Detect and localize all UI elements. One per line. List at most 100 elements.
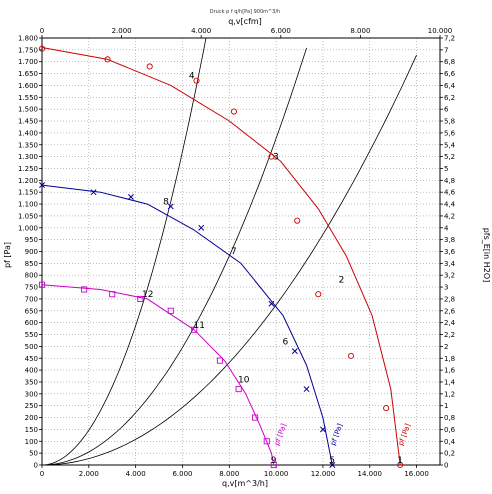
y2-tick-label: 7,2	[444, 35, 455, 43]
x2-tick-label: 2.000	[112, 27, 132, 35]
data-point-stroke	[39, 182, 45, 189]
data-point	[191, 326, 198, 333]
y-axis-label: pf [Pa]	[3, 242, 12, 268]
y2-tick-label: 0,4	[444, 438, 456, 446]
y-tick-label: 300	[25, 390, 38, 398]
data-point	[347, 352, 355, 359]
data-point-stroke	[329, 462, 336, 468]
data-point	[167, 307, 174, 314]
y-tick-label: 1.000	[18, 224, 38, 232]
axes: 0 2.000 4.000 6.000 8.000 10.000 12.000 14.000 1…	[18, 27, 456, 478]
y-tick-label: 1.650	[18, 70, 38, 78]
y-tick-label: 50	[29, 450, 38, 458]
y-tick-label: 1.800	[18, 35, 38, 43]
y2-tick-label: 4	[444, 224, 449, 232]
y2-tick-label: 3	[444, 284, 448, 292]
operating-point-label: 11	[194, 321, 205, 331]
data-point-stroke	[268, 300, 275, 307]
data-point	[268, 300, 275, 307]
data-point-stroke	[319, 426, 326, 433]
data-point	[104, 56, 111, 63]
y2-tick-label: 5,6	[444, 129, 456, 137]
data-point	[268, 153, 275, 160]
data-point	[294, 217, 301, 224]
x2-tick-label: 8.000	[350, 27, 370, 35]
y2-tick-label: 1	[444, 402, 448, 410]
y2-tick-label: 3,4	[444, 260, 456, 268]
data-point	[109, 291, 116, 298]
data-point	[303, 386, 310, 393]
y-tick-label: 150	[25, 426, 38, 434]
data-point	[251, 414, 259, 421]
y2-axis-label: pfs_E[in H2O]	[482, 228, 491, 283]
x-tick-label: 8.000	[219, 470, 239, 478]
y-tick-label: 1.250	[18, 165, 38, 173]
data-point	[270, 461, 277, 469]
data-point	[216, 357, 223, 364]
y-tick-label: 750	[25, 284, 38, 292]
data-point	[397, 461, 404, 469]
y-tick-label: 1.100	[18, 201, 38, 209]
data-point-stroke	[291, 348, 298, 355]
data-point	[263, 438, 270, 445]
y2-tick-label: 4,4	[444, 201, 456, 209]
y2-tick-label: 5,8	[444, 118, 455, 126]
y2-tick-label: 6	[444, 106, 449, 114]
y-tick-label: 100	[25, 438, 38, 446]
x-tick-label: 14.000	[358, 470, 383, 478]
y2-tick-label: 1,4	[444, 378, 456, 386]
operating-point-label: 1	[397, 456, 403, 466]
x-tick-label: 10.000	[264, 470, 289, 478]
series-line	[41, 47, 401, 466]
x2-tick-label: 6.000	[271, 27, 291, 35]
x2-axis-label: q,v[cfm]	[228, 17, 262, 26]
y-tick-label: 1.500	[18, 106, 38, 114]
operating-point-label: 2	[339, 276, 345, 286]
y2-tick-label: 2,6	[444, 307, 456, 315]
y2-tick-label: 2	[444, 343, 448, 351]
y2-tick-label: 3,6	[444, 248, 456, 256]
y-tick-label: 350	[25, 378, 38, 386]
data-point	[329, 462, 336, 468]
data-point	[167, 203, 174, 210]
data-point	[383, 405, 390, 412]
data-point	[193, 77, 200, 84]
y-tick-label: 1.350	[18, 141, 38, 149]
data-point	[90, 189, 97, 196]
y-tick-label: 1.300	[18, 153, 38, 161]
operating-point-label: 6	[282, 337, 288, 347]
y-tick-label: 800	[25, 272, 38, 280]
x-tick-label: 12.000	[311, 470, 336, 478]
y2-tick-label: 4,2	[444, 212, 455, 220]
data-point	[319, 426, 326, 433]
y2-tick-label: 5,2	[444, 153, 455, 161]
data-point	[38, 281, 46, 288]
chart-title: Druck p f q/h[Pa] 900m^3/h	[210, 9, 280, 15]
data-point	[39, 182, 45, 189]
y2-tick-label: 6,6	[444, 70, 456, 78]
operating-point-label: 4	[189, 72, 195, 82]
data-point	[198, 224, 205, 231]
y-tick-label: 1.200	[18, 177, 38, 185]
y-tick-label: 550	[25, 331, 38, 339]
x-axis-label: q,v[m^3/h]	[222, 479, 268, 488]
y-tick-label: 1.150	[18, 189, 38, 197]
data-point	[291, 348, 298, 355]
system-curve	[41, 38, 207, 466]
system-curve	[41, 47, 307, 466]
y2-tick-label: 7	[444, 46, 448, 54]
y2-tick-label: 0,8	[444, 414, 455, 422]
data-point	[146, 63, 153, 70]
y2-tick-label: 4,6	[444, 189, 456, 197]
y2-tick-label: 5,4	[444, 141, 456, 149]
y-tick-label: 250	[25, 402, 38, 410]
x-tick-label: 16.000	[404, 470, 429, 478]
system-curves	[41, 38, 417, 466]
y2-tick-label: 2,2	[444, 331, 455, 339]
y-tick-label: 1.550	[18, 94, 38, 102]
x-tick-label: 6.000	[172, 470, 192, 478]
data-point-stroke	[90, 189, 97, 196]
data-point-stroke	[198, 224, 205, 231]
y2-tick-label: 1,6	[444, 367, 456, 375]
y2-tick-label: 6,4	[444, 82, 456, 90]
